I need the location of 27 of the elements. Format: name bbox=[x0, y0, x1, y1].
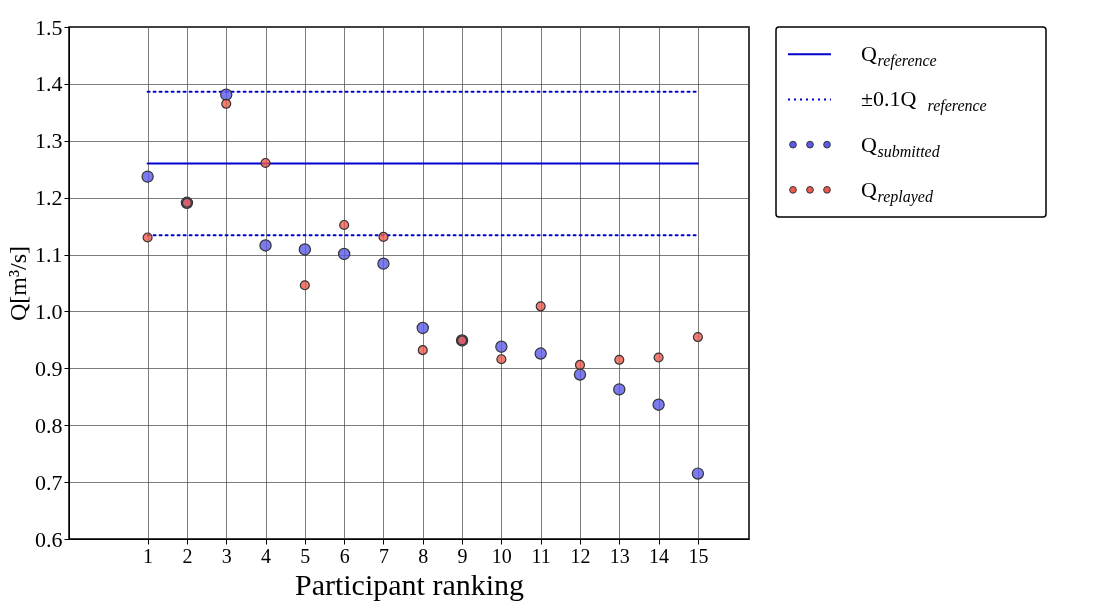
y-tick-label: 1.2 bbox=[35, 185, 63, 211]
x-tick-label: 8 bbox=[418, 544, 429, 567]
x-axis-title: Participant ranking bbox=[294, 567, 525, 601]
x-tick-label: 4 bbox=[261, 544, 272, 567]
y-tick-label: 1.1 bbox=[35, 242, 63, 268]
x-tick-label: 11 bbox=[531, 544, 551, 567]
x-tick-label: 15 bbox=[688, 544, 709, 567]
x-tick-label: 5 bbox=[300, 544, 311, 567]
x-tick-label: 14 bbox=[649, 544, 670, 567]
y-tick-label: 1.5 bbox=[35, 14, 63, 40]
x-tick-label: 6 bbox=[339, 544, 350, 567]
x-tick-label: 13 bbox=[609, 544, 630, 567]
y-tick-label: 1.3 bbox=[35, 128, 63, 154]
x-tick-label: 1 bbox=[143, 544, 154, 567]
x-tick-label: 3 bbox=[221, 544, 232, 567]
x-tick-label: 7 bbox=[378, 544, 389, 567]
y-tick-label: 1.4 bbox=[35, 71, 63, 97]
y-tick-label: 0.6 bbox=[35, 526, 63, 552]
y-tick-label: 0.8 bbox=[35, 412, 63, 438]
y-tick-label: 0.7 bbox=[35, 469, 63, 495]
x-tick-label: 2 bbox=[182, 544, 193, 567]
x-tick-label: 12 bbox=[570, 544, 591, 567]
x-tick-label: 10 bbox=[491, 544, 512, 567]
y-tick-label: 1.0 bbox=[35, 298, 63, 324]
y-tick-label: 0.9 bbox=[35, 355, 63, 381]
x-tick-label: 9 bbox=[457, 544, 468, 567]
y-axis-title: Q[m³/s] bbox=[5, 245, 31, 322]
